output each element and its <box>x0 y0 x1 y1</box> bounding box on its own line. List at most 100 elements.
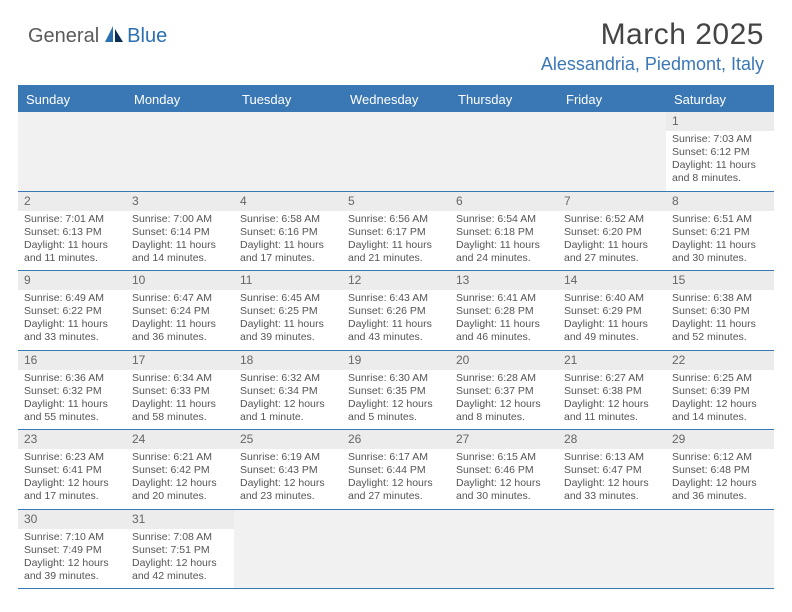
sunrise-text: Sunrise: 6:56 AM <box>348 213 444 226</box>
daylight-text: Daylight: 12 hours and 36 minutes. <box>672 477 768 503</box>
sunrise-text: Sunrise: 7:03 AM <box>672 133 768 146</box>
calendar-cell: 28Sunrise: 6:13 AMSunset: 6:47 PMDayligh… <box>558 430 666 509</box>
day-header: Monday <box>126 87 234 112</box>
sunrise-text: Sunrise: 6:15 AM <box>456 451 552 464</box>
sunset-text: Sunset: 6:33 PM <box>132 385 228 398</box>
calendar-cell: 9Sunrise: 6:49 AMSunset: 6:22 PMDaylight… <box>18 271 126 350</box>
daylight-text: Daylight: 11 hours and 17 minutes. <box>240 239 336 265</box>
sunset-text: Sunset: 6:47 PM <box>564 464 660 477</box>
sunset-text: Sunset: 6:39 PM <box>672 385 768 398</box>
day-number: 14 <box>558 271 666 290</box>
day-number: 2 <box>18 192 126 211</box>
day-number: 29 <box>666 430 774 449</box>
daylight-text: Daylight: 12 hours and 20 minutes. <box>132 477 228 503</box>
calendar-cell: 29Sunrise: 6:12 AMSunset: 6:48 PMDayligh… <box>666 430 774 509</box>
calendar-cell: 3Sunrise: 7:00 AMSunset: 6:14 PMDaylight… <box>126 192 234 271</box>
day-number: 30 <box>18 510 126 529</box>
sunrise-text: Sunrise: 6:41 AM <box>456 292 552 305</box>
sunrise-text: Sunrise: 7:10 AM <box>24 531 120 544</box>
daylight-text: Daylight: 12 hours and 14 minutes. <box>672 398 768 424</box>
calendar-cell: 15Sunrise: 6:38 AMSunset: 6:30 PMDayligh… <box>666 271 774 350</box>
daylight-text: Daylight: 11 hours and 30 minutes. <box>672 239 768 265</box>
sunrise-text: Sunrise: 6:51 AM <box>672 213 768 226</box>
daylight-text: Daylight: 12 hours and 27 minutes. <box>348 477 444 503</box>
sunset-text: Sunset: 6:21 PM <box>672 226 768 239</box>
header: General Blue March 2025 Alessandria, Pie… <box>0 0 792 79</box>
calendar-cell-blank <box>666 510 774 589</box>
daylight-text: Daylight: 12 hours and 11 minutes. <box>564 398 660 424</box>
day-number: 11 <box>234 271 342 290</box>
sunset-text: Sunset: 6:30 PM <box>672 305 768 318</box>
day-number: 4 <box>234 192 342 211</box>
calendar-cell: 24Sunrise: 6:21 AMSunset: 6:42 PMDayligh… <box>126 430 234 509</box>
calendar-body: 1Sunrise: 7:03 AMSunset: 6:12 PMDaylight… <box>18 112 774 589</box>
day-number: 9 <box>18 271 126 290</box>
daylight-text: Daylight: 11 hours and 55 minutes. <box>24 398 120 424</box>
sunset-text: Sunset: 6:41 PM <box>24 464 120 477</box>
daylight-text: Daylight: 11 hours and 43 minutes. <box>348 318 444 344</box>
daylight-text: Daylight: 11 hours and 27 minutes. <box>564 239 660 265</box>
sunrise-text: Sunrise: 6:28 AM <box>456 372 552 385</box>
daylight-text: Daylight: 11 hours and 36 minutes. <box>132 318 228 344</box>
week-row: 2Sunrise: 7:01 AMSunset: 6:13 PMDaylight… <box>18 192 774 272</box>
calendar-cell: 5Sunrise: 6:56 AMSunset: 6:17 PMDaylight… <box>342 192 450 271</box>
sunset-text: Sunset: 6:28 PM <box>456 305 552 318</box>
title-block: March 2025 Alessandria, Piedmont, Italy <box>541 18 764 75</box>
day-number: 22 <box>666 351 774 370</box>
daylight-text: Daylight: 12 hours and 33 minutes. <box>564 477 660 503</box>
calendar-cell: 27Sunrise: 6:15 AMSunset: 6:46 PMDayligh… <box>450 430 558 509</box>
week-row: 1Sunrise: 7:03 AMSunset: 6:12 PMDaylight… <box>18 112 774 192</box>
calendar-cell: 11Sunrise: 6:45 AMSunset: 6:25 PMDayligh… <box>234 271 342 350</box>
sunset-text: Sunset: 6:26 PM <box>348 305 444 318</box>
calendar-cell-blank <box>450 510 558 589</box>
day-number: 16 <box>18 351 126 370</box>
sunset-text: Sunset: 6:43 PM <box>240 464 336 477</box>
day-header: Sunday <box>18 87 126 112</box>
daylight-text: Daylight: 11 hours and 33 minutes. <box>24 318 120 344</box>
sunrise-text: Sunrise: 6:32 AM <box>240 372 336 385</box>
calendar-cell-blank <box>18 112 126 191</box>
week-row: 23Sunrise: 6:23 AMSunset: 6:41 PMDayligh… <box>18 430 774 510</box>
daylight-text: Daylight: 11 hours and 49 minutes. <box>564 318 660 344</box>
calendar-cell: 8 Sunrise: 6:51 AMSunset: 6:21 PMDaylight… <box>666 192 774 271</box>
daylight-text: Daylight: 11 hours and 14 minutes. <box>132 239 228 265</box>
sunset-text: Sunset: 6:12 PM <box>672 146 768 159</box>
day-number: 28 <box>558 430 666 449</box>
day-number: 5 <box>342 192 450 211</box>
calendar-cell-blank <box>558 112 666 191</box>
day-number: 27 <box>450 430 558 449</box>
day-number: 17 <box>126 351 234 370</box>
calendar-cell: 17Sunrise: 6:34 AMSunset: 6:33 PMDayligh… <box>126 351 234 430</box>
calendar-cell: 20Sunrise: 6:28 AMSunset: 6:37 PMDayligh… <box>450 351 558 430</box>
calendar-cell: 19Sunrise: 6:30 AMSunset: 6:35 PMDayligh… <box>342 351 450 430</box>
sunset-text: Sunset: 6:14 PM <box>132 226 228 239</box>
location-subtitle: Alessandria, Piedmont, Italy <box>541 54 764 75</box>
sunrise-text: Sunrise: 6:36 AM <box>24 372 120 385</box>
daylight-text: Daylight: 11 hours and 58 minutes. <box>132 398 228 424</box>
day-number: 31 <box>126 510 234 529</box>
sunrise-text: Sunrise: 6:54 AM <box>456 213 552 226</box>
calendar-cell-blank <box>450 112 558 191</box>
sunset-text: Sunset: 6:37 PM <box>456 385 552 398</box>
sunrise-text: Sunrise: 6:17 AM <box>348 451 444 464</box>
daylight-text: Daylight: 11 hours and 39 minutes. <box>240 318 336 344</box>
sunrise-text: Sunrise: 7:00 AM <box>132 213 228 226</box>
calendar-cell: 10Sunrise: 6:47 AMSunset: 6:24 PMDayligh… <box>126 271 234 350</box>
sunset-text: Sunset: 6:29 PM <box>564 305 660 318</box>
daylight-text: Daylight: 11 hours and 21 minutes. <box>348 239 444 265</box>
sunrise-text: Sunrise: 6:58 AM <box>240 213 336 226</box>
calendar-cell-blank <box>234 112 342 191</box>
calendar-cell: 21Sunrise: 6:27 AMSunset: 6:38 PMDayligh… <box>558 351 666 430</box>
sunset-text: Sunset: 6:35 PM <box>348 385 444 398</box>
day-header: Friday <box>558 87 666 112</box>
sunrise-text: Sunrise: 6:30 AM <box>348 372 444 385</box>
calendar-cell: 23Sunrise: 6:23 AMSunset: 6:41 PMDayligh… <box>18 430 126 509</box>
daylight-text: Daylight: 11 hours and 52 minutes. <box>672 318 768 344</box>
calendar-cell-blank <box>342 112 450 191</box>
week-row: 30Sunrise: 7:10 AMSunset: 7:49 PMDayligh… <box>18 510 774 590</box>
day-number: 26 <box>342 430 450 449</box>
sunset-text: Sunset: 6:20 PM <box>564 226 660 239</box>
sunrise-text: Sunrise: 6:47 AM <box>132 292 228 305</box>
day-number: 8 <box>666 192 774 211</box>
day-number: 12 <box>342 271 450 290</box>
